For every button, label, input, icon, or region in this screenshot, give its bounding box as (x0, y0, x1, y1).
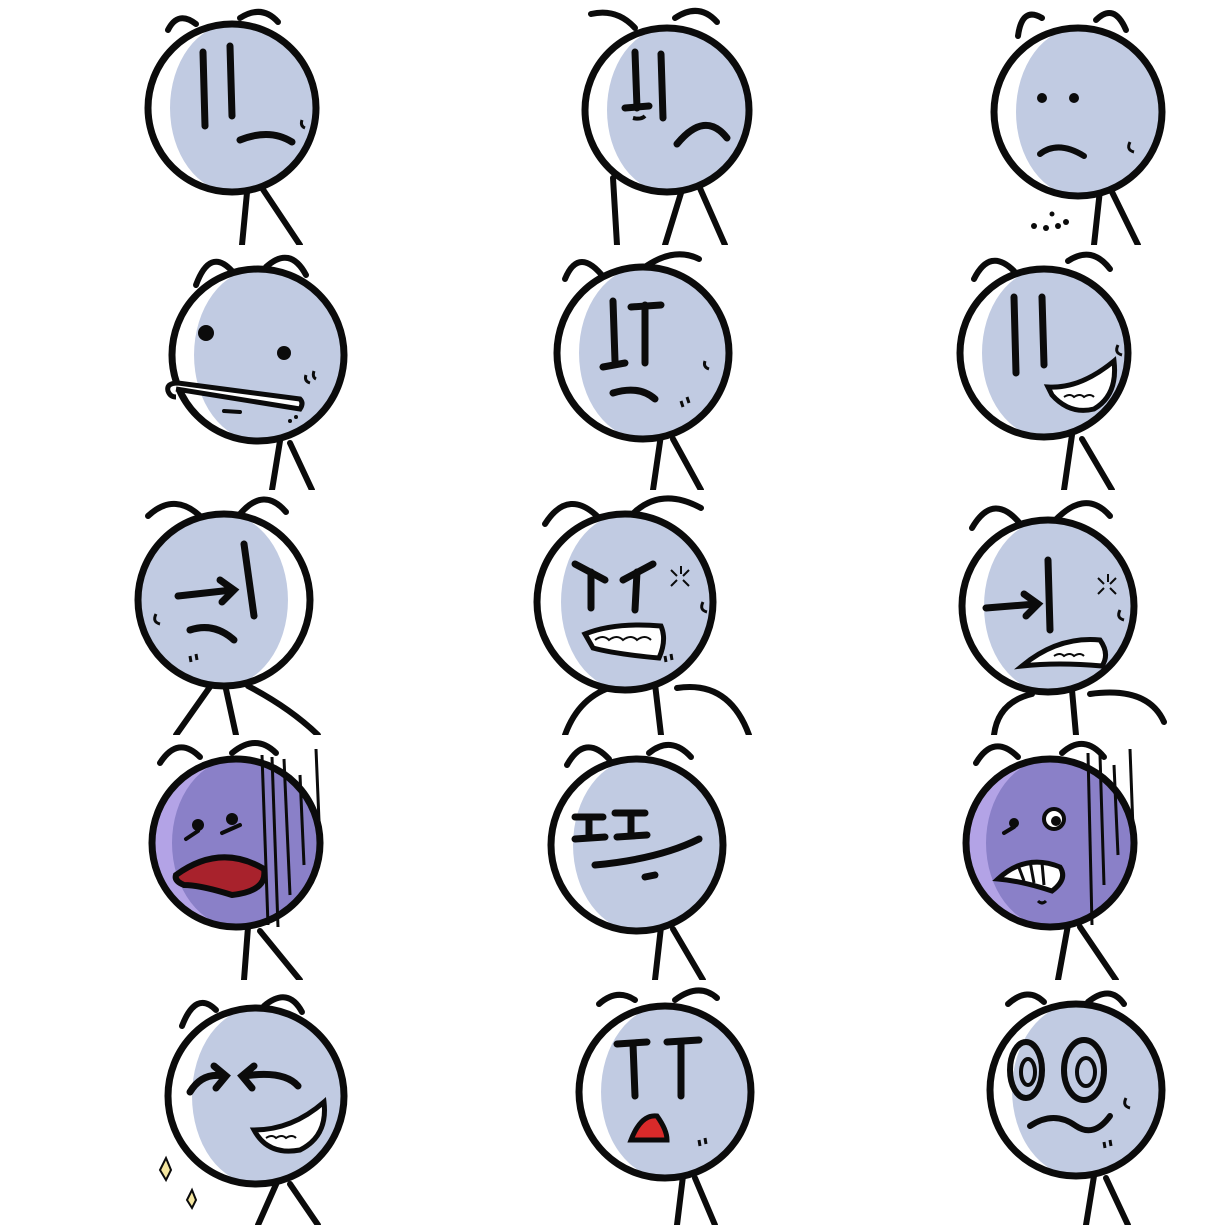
face-skeptical-frown (409, 0, 818, 245)
face-stern-brows (409, 245, 818, 490)
face-deadpan-frown (0, 0, 409, 245)
face-staring-duck-lips (0, 245, 409, 490)
face-surprised-open-mouth (409, 980, 818, 1225)
face-angry-grit-teeth (409, 490, 818, 735)
face-side-glance-frown (0, 490, 409, 735)
face-laughing-squint (0, 980, 409, 1225)
face-worried-dots (818, 0, 1227, 245)
face-horrified-purple (818, 735, 1227, 980)
face-smug-smirk (409, 735, 818, 980)
face-side-glance-angry (818, 490, 1227, 735)
face-sly-grin (818, 245, 1227, 490)
face-shocked-tongue (0, 735, 409, 980)
face-wide-eyed-panic (818, 980, 1227, 1225)
